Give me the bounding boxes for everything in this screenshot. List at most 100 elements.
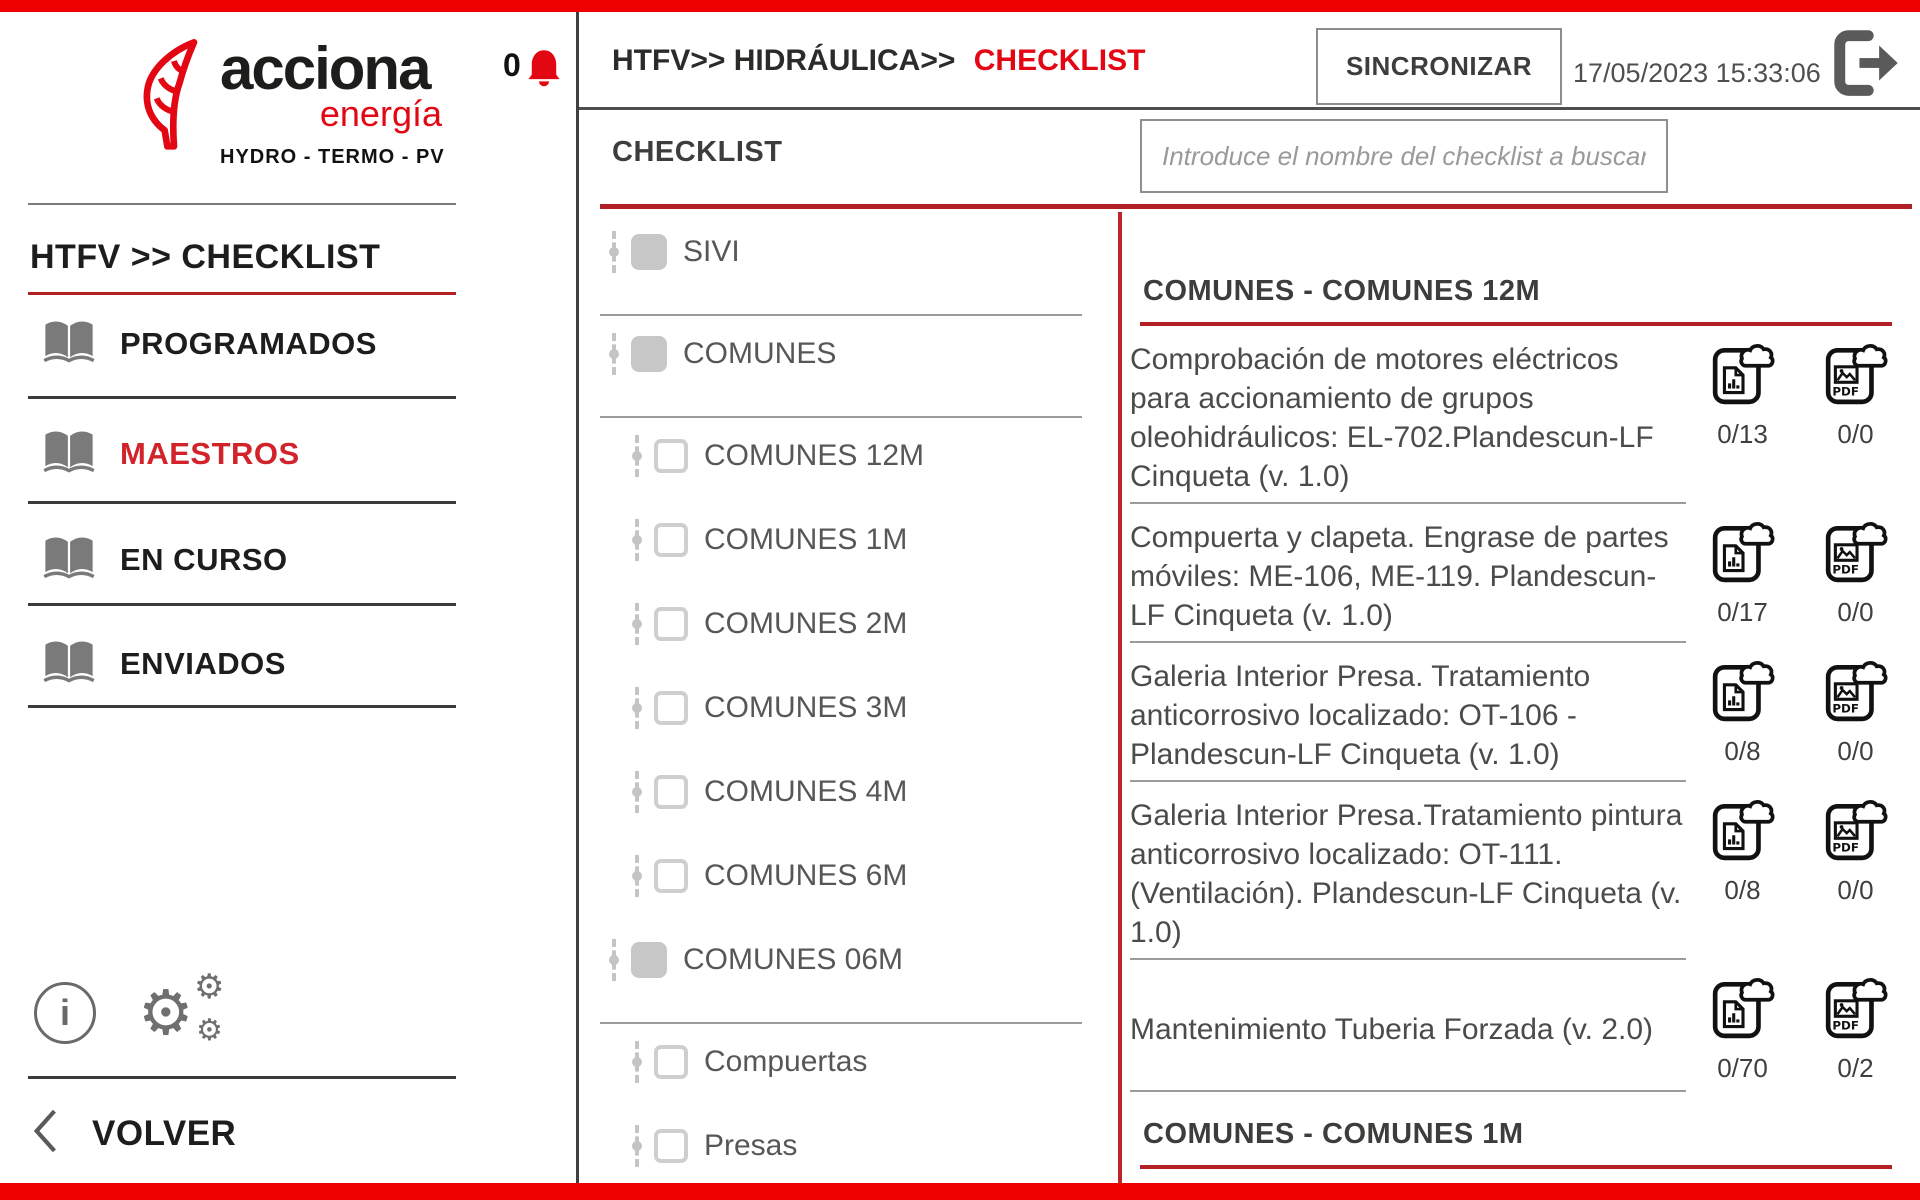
bell-icon — [526, 48, 562, 93]
menu-separator — [28, 396, 456, 399]
tree-item[interactable]: COMUNES 12M — [579, 434, 1118, 478]
document-pdf-cloud-icon: PDF — [1823, 518, 1889, 589]
tree-separator — [600, 1022, 1082, 1024]
sidebar: acciona energía HYDRO - TERMO - PV 0 HTF… — [0, 12, 576, 1183]
tree-connector-icon — [630, 770, 646, 814]
tree-checkbox[interactable] — [654, 523, 688, 557]
checklist-item[interactable]: Compuerta y clapeta. Engrase de partes m… — [1122, 504, 1920, 641]
report-count: 0/17 — [1717, 597, 1768, 627]
pdf-upload-button[interactable]: PDF 0/0 — [1799, 796, 1912, 952]
tree-item[interactable]: Presas — [579, 1124, 1118, 1168]
section-red-rule — [1140, 1165, 1892, 1169]
gears-icon: ⚙ — [196, 1013, 223, 1048]
section-title: COMUNES - COMUNES 12M — [1143, 275, 1541, 307]
search-input[interactable] — [1140, 119, 1668, 193]
pdf-count: 0/0 — [1837, 597, 1874, 627]
sidebar-title-rule — [28, 292, 456, 295]
tree-checkbox[interactable] — [631, 234, 667, 270]
logout-button[interactable] — [1831, 28, 1901, 98]
tree-checkbox[interactable] — [654, 1129, 688, 1163]
report-count: 0/70 — [1717, 1053, 1768, 1083]
tree-item-label: COMUNES 3M — [704, 691, 908, 724]
checklist-panel: COMUNES - COMUNES 12M Comprobación de mo… — [1122, 209, 1920, 1183]
pdf-upload-button[interactable]: PDF 0/0 — [1799, 518, 1912, 635]
sidebar-item-programados[interactable]: PROGRAMADOS — [42, 320, 377, 368]
tree-item[interactable]: COMUNES 1M — [579, 518, 1118, 562]
sidebar-item-enviados[interactable]: ENVIADOS — [42, 640, 286, 688]
gears-icon: ⚙ — [194, 967, 225, 1007]
tree-checkbox[interactable] — [631, 942, 667, 978]
notifications-button[interactable]: 0 — [503, 48, 562, 93]
sidebar-item-en-curso[interactable]: EN CURSO — [42, 536, 288, 584]
tree-item-label: COMUNES 12M — [704, 439, 925, 472]
tree-item[interactable]: COMUNES 4M — [579, 770, 1118, 814]
exit-arrow-icon — [1831, 30, 1901, 102]
pdf-upload-button[interactable]: PDF 0/0 — [1799, 340, 1912, 496]
report-count: 0/8 — [1724, 875, 1761, 905]
item-separator — [1130, 641, 1686, 643]
checklist-section-label: CHECKLIST — [612, 136, 783, 168]
tree-checkbox[interactable] — [654, 859, 688, 893]
tree-item-label: Compuertas — [704, 1045, 868, 1078]
tree-checkbox[interactable] — [654, 691, 688, 725]
document-chart-cloud-icon — [1710, 657, 1776, 728]
tree-item[interactable]: COMUNES 6M — [579, 854, 1118, 898]
tree-separator — [600, 314, 1082, 316]
checklist-item-text: Compuerta y clapeta. Engrase de partes m… — [1130, 521, 1669, 632]
tree-connector-icon — [607, 230, 623, 274]
checklist-item[interactable]: Galeria Interior Presa. Tratamiento anti… — [1122, 643, 1920, 780]
tree-item-label: COMUNES 2M — [704, 607, 908, 640]
tree-item[interactable]: COMUNES 2M — [579, 602, 1118, 646]
document-chart-cloud-icon — [1710, 796, 1776, 867]
settings-button[interactable]: ⚙ ⚙ ⚙ — [138, 970, 248, 1054]
checklist-item[interactable]: Comprobación de motores eléctricos para … — [1122, 326, 1920, 502]
checklist-item[interactable]: Elementos eléctricos. Comprobación de — [1122, 1169, 1920, 1183]
sync-button[interactable]: SINCRONIZAR — [1316, 28, 1562, 105]
tree-item-label: COMUNES 6M — [704, 859, 908, 892]
pdf-upload-button[interactable]: PDF 0/2 — [1799, 974, 1912, 1084]
document-chart-cloud-icon — [1710, 340, 1776, 411]
report-upload-button[interactable]: 0/13 — [1686, 340, 1799, 496]
document-pdf-cloud-icon: PDF — [1823, 974, 1889, 1045]
tree-item[interactable]: SIVI — [579, 230, 1118, 274]
tree-connector-icon — [630, 854, 646, 898]
report-upload-button[interactable]: 0/17 — [1686, 518, 1799, 635]
section-red-rule — [1140, 322, 1892, 326]
acciona-logo: acciona energía HYDRO - TERMO - PV — [138, 35, 444, 169]
report-upload-button[interactable]: 0/8 — [1686, 657, 1799, 774]
top-red-bar — [0, 0, 1920, 12]
report-count: 0/8 — [1724, 736, 1761, 766]
pdf-upload-button[interactable]: PDF 0/0 — [1799, 657, 1912, 774]
logo-brand-text: acciona — [220, 35, 431, 102]
panel-red-divider — [1118, 212, 1122, 1183]
timestamp: 17/05/2023 15:33:06 — [1573, 58, 1821, 88]
breadcrumb-path: HTFV>> HIDRÁULICA>> — [612, 44, 956, 77]
checklist-item-text: Galeria Interior Presa. Tratamiento anti… — [1130, 660, 1591, 771]
info-button[interactable]: i — [34, 982, 96, 1044]
checklist-item[interactable]: Mantenimiento Tuberia Forzada (v. 2.0) 0… — [1122, 960, 1920, 1090]
report-upload-button[interactable]: 0/8 — [1686, 796, 1799, 952]
checklist-item[interactable]: Galeria Interior Presa.Tratamiento pintu… — [1122, 782, 1920, 958]
chevron-left-icon — [32, 1108, 58, 1159]
item-separator — [1130, 780, 1686, 782]
sidebar-item-maestros[interactable]: MAESTROS — [42, 430, 300, 478]
tree-checkbox[interactable] — [654, 607, 688, 641]
report-upload-button[interactable]: 0/70 — [1686, 974, 1799, 1084]
breadcrumb-current: CHECKLIST — [973, 44, 1146, 77]
tree-checkbox[interactable] — [654, 439, 688, 473]
checklist-item-text: Mantenimiento Tuberia Forzada (v. 2.0) — [1130, 1012, 1654, 1046]
tree-checkbox[interactable] — [654, 775, 688, 809]
tree-item[interactable]: COMUNES 3M — [579, 686, 1118, 730]
checklist-section-header: COMUNES - COMUNES 1M — [1122, 1118, 1920, 1169]
tree-item[interactable]: COMUNES — [579, 332, 1118, 376]
open-book-icon — [42, 429, 96, 479]
menu-separator — [28, 705, 456, 708]
tree-item-label: Presas — [704, 1129, 798, 1162]
tree-item[interactable]: COMUNES 06M — [579, 938, 1118, 982]
tree-item-label: COMUNES — [683, 337, 837, 370]
tree-checkbox[interactable] — [654, 1045, 688, 1079]
tree-item[interactable]: Compuertas — [579, 1040, 1118, 1084]
tree-checkbox[interactable] — [631, 336, 667, 372]
back-button[interactable]: VOLVER — [32, 1108, 236, 1159]
